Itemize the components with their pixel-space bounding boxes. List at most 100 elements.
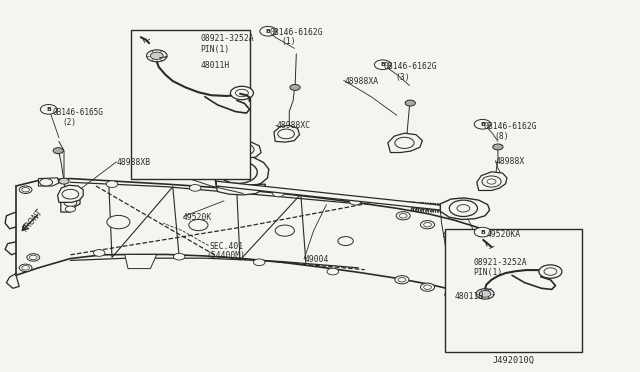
Circle shape <box>479 291 491 297</box>
Text: (54400M): (54400M) <box>206 251 245 260</box>
Text: 48011H: 48011H <box>200 61 230 70</box>
Circle shape <box>53 148 63 154</box>
Circle shape <box>107 215 130 229</box>
Circle shape <box>374 60 391 70</box>
Circle shape <box>230 86 253 100</box>
Circle shape <box>424 285 431 289</box>
Polygon shape <box>38 178 59 186</box>
Circle shape <box>235 144 254 155</box>
Circle shape <box>236 89 248 97</box>
Text: 0B146-6162G: 0B146-6162G <box>384 62 438 71</box>
Text: B: B <box>480 122 485 127</box>
Circle shape <box>253 259 265 266</box>
Circle shape <box>19 264 32 272</box>
Circle shape <box>290 84 300 90</box>
Circle shape <box>227 166 250 179</box>
Circle shape <box>29 255 37 260</box>
Text: FRONT: FRONT <box>22 207 45 233</box>
Circle shape <box>106 181 118 187</box>
Circle shape <box>420 283 435 291</box>
Circle shape <box>327 268 339 275</box>
Polygon shape <box>61 195 80 212</box>
Circle shape <box>474 227 491 237</box>
Text: B: B <box>46 107 51 112</box>
Circle shape <box>474 119 491 129</box>
Text: 48988XB: 48988XB <box>117 158 151 167</box>
Circle shape <box>189 219 208 231</box>
Circle shape <box>65 206 76 212</box>
Circle shape <box>449 200 477 217</box>
Text: 49520K: 49520K <box>183 213 212 222</box>
Circle shape <box>59 178 69 184</box>
Text: PIN(1): PIN(1) <box>200 45 230 54</box>
Circle shape <box>189 185 201 191</box>
Text: 0B146-6162G: 0B146-6162G <box>269 28 323 37</box>
Circle shape <box>22 266 29 270</box>
Text: 0B146-6165G: 0B146-6165G <box>52 108 103 117</box>
Polygon shape <box>440 198 490 219</box>
Polygon shape <box>125 254 157 269</box>
Circle shape <box>445 291 459 299</box>
Circle shape <box>62 189 79 199</box>
Circle shape <box>544 268 557 275</box>
Circle shape <box>234 170 243 175</box>
Text: (3): (3) <box>396 73 410 81</box>
Text: (8): (8) <box>495 132 509 141</box>
Text: 08921-3252A: 08921-3252A <box>200 34 254 43</box>
Bar <box>131 30 250 179</box>
Circle shape <box>40 179 52 186</box>
Polygon shape <box>388 133 422 153</box>
Text: (1): (1) <box>282 37 296 46</box>
Circle shape <box>487 179 496 184</box>
Circle shape <box>40 105 57 114</box>
Text: 08921-3252A: 08921-3252A <box>474 258 527 267</box>
Text: B: B <box>266 29 271 34</box>
Polygon shape <box>229 141 261 158</box>
Circle shape <box>64 199 77 206</box>
Circle shape <box>444 231 458 239</box>
Circle shape <box>260 26 276 36</box>
Polygon shape <box>58 185 83 202</box>
Circle shape <box>19 186 32 193</box>
Text: PIN(1): PIN(1) <box>474 268 503 277</box>
Circle shape <box>219 161 257 183</box>
Circle shape <box>150 52 163 60</box>
Circle shape <box>448 292 456 297</box>
Circle shape <box>405 100 415 106</box>
Circle shape <box>93 250 105 256</box>
Circle shape <box>539 265 562 278</box>
Circle shape <box>147 50 167 62</box>
Circle shape <box>420 221 435 229</box>
Circle shape <box>273 190 284 197</box>
Circle shape <box>22 187 29 192</box>
Circle shape <box>338 237 353 246</box>
Polygon shape <box>216 181 442 210</box>
Circle shape <box>493 144 503 150</box>
Circle shape <box>457 205 470 212</box>
Circle shape <box>395 137 414 148</box>
Polygon shape <box>214 155 269 188</box>
Text: SEC.401: SEC.401 <box>209 242 243 251</box>
Polygon shape <box>477 172 507 190</box>
Circle shape <box>349 198 361 205</box>
Polygon shape <box>216 184 266 195</box>
Text: (2): (2) <box>63 118 77 126</box>
Circle shape <box>424 222 431 227</box>
Circle shape <box>239 147 250 153</box>
Circle shape <box>173 253 185 260</box>
Circle shape <box>396 212 410 220</box>
Bar <box>445 229 582 352</box>
Text: 49004: 49004 <box>305 255 329 264</box>
Text: 48988XC: 48988XC <box>276 121 310 130</box>
Circle shape <box>447 233 454 237</box>
Text: 48988X: 48988X <box>496 157 525 166</box>
Text: 48988XA: 48988XA <box>344 77 378 86</box>
Text: B: B <box>380 62 385 67</box>
Circle shape <box>399 214 407 218</box>
Circle shape <box>278 129 294 139</box>
Polygon shape <box>274 125 300 142</box>
Circle shape <box>395 276 409 284</box>
Circle shape <box>398 278 406 282</box>
Text: B: B <box>480 230 485 235</box>
Circle shape <box>482 176 501 187</box>
